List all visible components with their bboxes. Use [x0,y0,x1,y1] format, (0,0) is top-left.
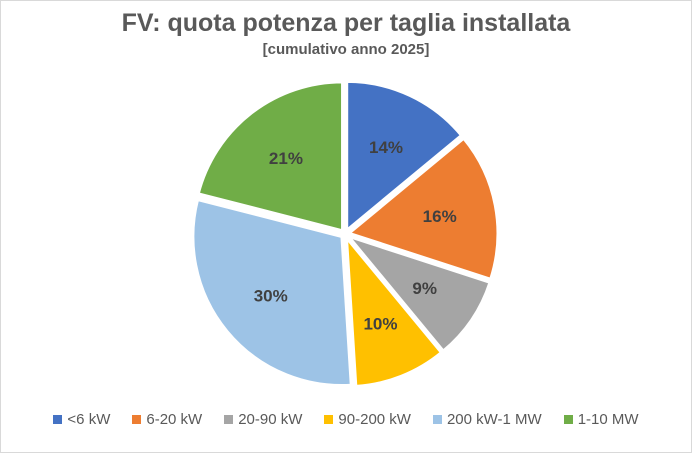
legend-swatch-icon [53,415,63,424]
chart-subtitle: [cumulativo anno 2025] [262,41,430,58]
legend-label: 1-10 MW [577,411,639,428]
legend-label: 20-90 kW [238,411,303,428]
legend-swatch-icon [132,415,142,424]
pie-slice [345,136,500,282]
legend-label: 90-200 kW [338,411,411,428]
data-label: 30% [254,286,288,305]
legend-item: <6 kW [53,411,110,428]
legend-label: <6 kW [67,411,111,428]
legend-item: 20-90 kW [224,411,302,428]
legend-item: 200 kW-1 MW [432,411,542,428]
pie-slice [196,80,345,233]
legend-item: 90-200 kW [324,411,411,428]
pie-slice [345,79,464,234]
legend-item: 6-20 kW [132,411,202,428]
data-label: 16% [423,207,457,226]
legend-label: 6-20 kW [146,411,203,428]
legend-item: 1-10 MW [563,411,639,428]
chart-title: FV: quota potenza per taglia installata [121,9,571,37]
legend-swatch-icon [224,415,234,424]
data-label: 14% [369,138,403,157]
pie-slice [191,197,353,388]
legend-label: 200 kW-1 MW [446,411,542,428]
data-label: 21% [269,149,303,168]
legend: <6 kW 6-20 kW 20-90 kW 90-200 kW 200 kW-1 MW… [0,411,692,428]
legend-swatch-icon [563,415,573,424]
legend-swatch-icon [432,415,442,424]
legend-swatch-icon [324,415,334,424]
data-label: 9% [412,279,437,298]
pie-slice [343,233,492,354]
pie-slice [344,233,444,389]
data-label: 10% [363,315,397,334]
